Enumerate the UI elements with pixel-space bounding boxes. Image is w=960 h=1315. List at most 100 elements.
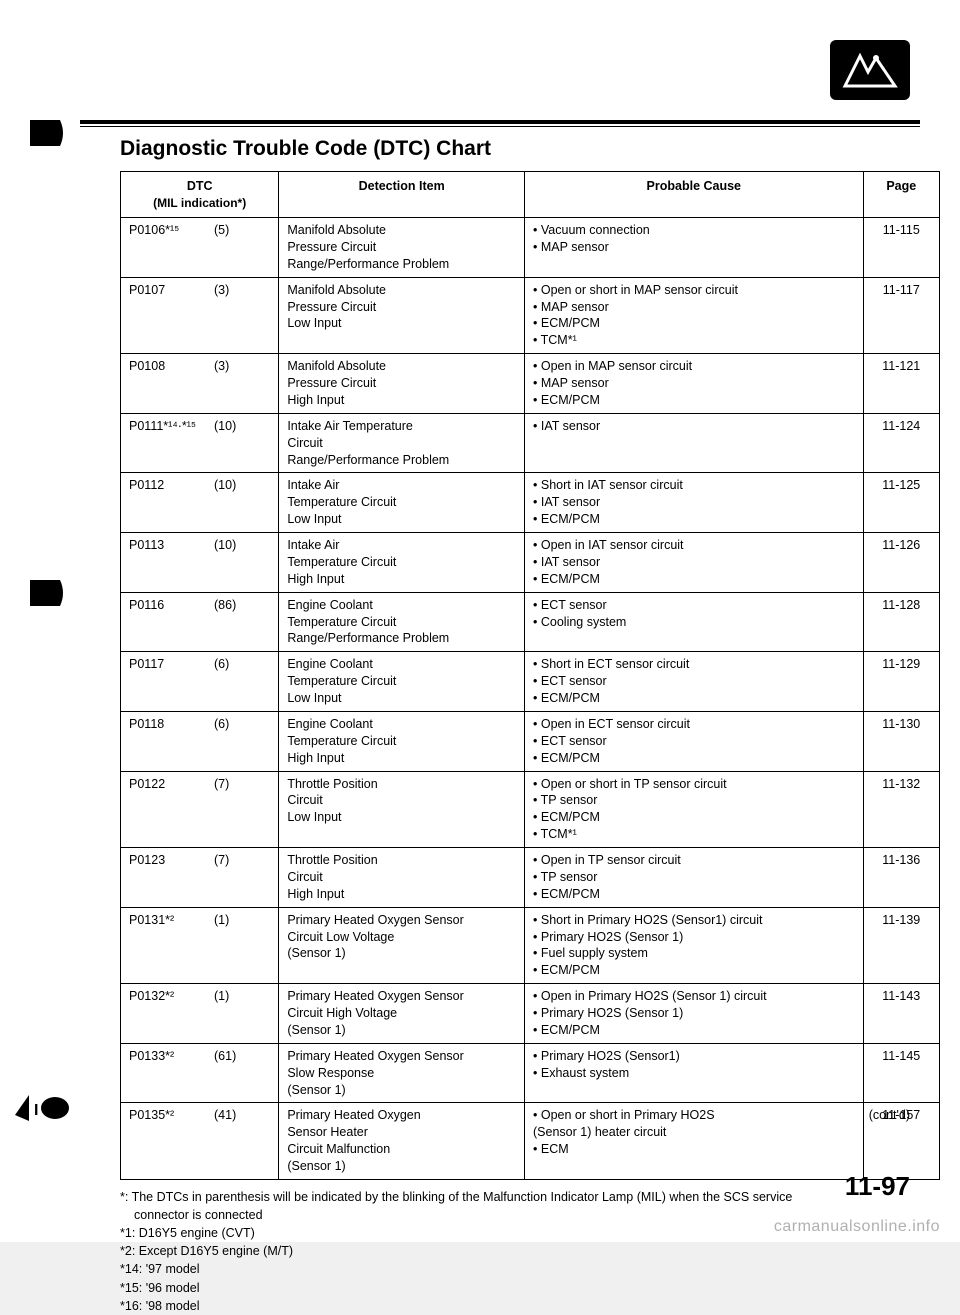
page-cell: 11-124 — [863, 413, 939, 473]
mil-indication: (1) — [214, 912, 229, 929]
mil-indication: (1) — [214, 988, 229, 1005]
dtc-cell: P0116(86) — [121, 592, 279, 652]
table-row: P0135*²(41) Primary Heated OxygenSensor H… — [121, 1103, 940, 1180]
table-row: P0111*¹⁴·*¹⁵(10)Intake Air TemperatureCi… — [121, 413, 940, 473]
mil-indication: (5) — [214, 222, 229, 239]
cause-cell: Open or short in TP sensor circuitTP sen… — [525, 771, 864, 848]
footnote-14: *14: '97 model — [120, 1260, 920, 1278]
page-cell: 11-117 — [863, 277, 939, 354]
dtc-code: P0113 — [129, 537, 214, 554]
cause-item: Primary HO2S (Sensor1) — [533, 1048, 855, 1065]
detection-cell: Manifold AbsolutePressure CircuitHigh In… — [279, 354, 525, 414]
footnote-2: *2: Except D16Y5 engine (M/T) — [120, 1242, 920, 1260]
cause-cell: Primary HO2S (Sensor1)Exhaust system — [525, 1043, 864, 1103]
cause-cell: Open in MAP sensor circuitMAP sensorECM/… — [525, 354, 864, 414]
divider-thick — [80, 120, 920, 124]
dtc-cell: P0123(7) — [121, 848, 279, 908]
continued-label: (cont'd) — [869, 1108, 910, 1122]
mil-indication: (41) — [214, 1107, 236, 1124]
dtc-cell: P0107(3) — [121, 277, 279, 354]
cause-item: Open in Primary HO2S (Sensor 1) circuit — [533, 988, 855, 1005]
page-cell: 11-136 — [863, 848, 939, 908]
table-row: P0132*²(1)Primary Heated Oxygen SensorCi… — [121, 984, 940, 1044]
cause-cell: Vacuum connectionMAP sensor — [525, 218, 864, 278]
cause-cell: Short in IAT sensor circuitIAT sensorECM… — [525, 473, 864, 533]
dtc-code: P0107 — [129, 282, 214, 299]
table-row: P0107(3)Manifold AbsolutePressure Circui… — [121, 277, 940, 354]
mil-indication: (86) — [214, 597, 236, 614]
table-row: P0112(10)Intake AirTemperature CircuitLo… — [121, 473, 940, 533]
cause-item: Exhaust system — [533, 1065, 855, 1082]
detection-cell: Engine CoolantTemperature CircuitRange/P… — [279, 592, 525, 652]
cause-cell: Open in Primary HO2S (Sensor 1) circuitP… — [525, 984, 864, 1044]
dtc-code: P0117 — [129, 656, 214, 673]
table-row: P0117(6)Engine CoolantTemperature Circui… — [121, 652, 940, 712]
detection-cell: Throttle PositionCircuitHigh Input — [279, 848, 525, 908]
dtc-code: P0132*² — [129, 988, 214, 1005]
detection-cell: Intake Air TemperatureCircuitRange/Perfo… — [279, 413, 525, 473]
page-cell: 11-126 — [863, 533, 939, 593]
page-cell: 11-145 — [863, 1043, 939, 1103]
cause-cell: Open in ECT sensor circuitECT sensorECM/… — [525, 711, 864, 771]
table-row: P0131*²(1)Primary Heated Oxygen SensorCi… — [121, 907, 940, 984]
cause-item: Open in TP sensor circuit — [533, 852, 855, 869]
page-cell: 11-132 — [863, 771, 939, 848]
mil-indication: (7) — [214, 776, 229, 793]
dtc-cell: P0106*¹⁵(5) — [121, 218, 279, 278]
divider-thin — [80, 126, 920, 127]
page-cell: 11-129 — [863, 652, 939, 712]
cause-item: IAT sensor — [533, 418, 855, 435]
dtc-cell: P0117(6) — [121, 652, 279, 712]
dtc-code: P0112 — [129, 477, 214, 494]
brand-logo — [830, 40, 910, 100]
cause-item: ECM/PCM — [533, 392, 855, 409]
cause-item: TP sensor — [533, 792, 855, 809]
cause-item: Short in ECT sensor circuit — [533, 656, 855, 673]
detection-cell: Manifold AbsolutePressure CircuitLow Inp… — [279, 277, 525, 354]
table-row: P0116(86)Engine CoolantTemperature Circu… — [121, 592, 940, 652]
header-dtc: DTC (MIL indication*) — [121, 172, 279, 218]
cause-item: Primary HO2S (Sensor 1) — [533, 929, 855, 946]
page-cell: 11-121 — [863, 354, 939, 414]
cause-item: ECM/PCM — [533, 690, 855, 707]
detection-cell: Manifold AbsolutePressure CircuitRange/P… — [279, 218, 525, 278]
svg-text:I: I — [34, 1102, 38, 1119]
section-marker-icon: I — [15, 1095, 70, 1121]
dtc-cell: P0108(3) — [121, 354, 279, 414]
cause-item: Vacuum connection — [533, 222, 855, 239]
cause-cell: Short in Primary HO2S (Sensor1) circuitP… — [525, 907, 864, 984]
detection-cell: Engine CoolantTemperature CircuitHigh In… — [279, 711, 525, 771]
table-row: P0122(7)Throttle PositionCircuitLow Inpu… — [121, 771, 940, 848]
dtc-cell: P0132*²(1) — [121, 984, 279, 1044]
page-cell: 11-130 — [863, 711, 939, 771]
cause-item: IAT sensor — [533, 554, 855, 571]
cause-cell: Open in TP sensor circuitTP sensorECM/PC… — [525, 848, 864, 908]
table-row: P0123(7)Throttle PositionCircuitHigh Inp… — [121, 848, 940, 908]
dtc-code: P0135*² — [129, 1107, 214, 1124]
mil-indication: (6) — [214, 716, 229, 733]
cause-item: Primary HO2S (Sensor 1) — [533, 1005, 855, 1022]
cause-item: ECM/PCM — [533, 809, 855, 826]
page-cell: 11-115 — [863, 218, 939, 278]
detection-cell: Primary Heated Oxygen SensorCircuit Low … — [279, 907, 525, 984]
header-detection: Detection Item — [279, 172, 525, 218]
mil-indication: (3) — [214, 358, 229, 375]
footnote-16: *16: '98 model — [120, 1297, 920, 1315]
detection-cell: Primary Heated OxygenSensor HeaterCircui… — [279, 1103, 525, 1180]
mil-indication: (7) — [214, 852, 229, 869]
dtc-cell: P0122(7) — [121, 771, 279, 848]
cause-item: IAT sensor — [533, 494, 855, 511]
detection-cell: Throttle PositionCircuitLow Input — [279, 771, 525, 848]
dtc-cell: P0133*²(61) — [121, 1043, 279, 1103]
table-row: P0108(3)Manifold AbsolutePressure Circui… — [121, 354, 940, 414]
cause-item: Open or short in MAP sensor circuit — [533, 282, 855, 299]
mil-indication: (3) — [214, 282, 229, 299]
cause-item: Open in MAP sensor circuit — [533, 358, 855, 375]
cause-cell: ECT sensorCooling system — [525, 592, 864, 652]
cause-item: ECT sensor — [533, 673, 855, 690]
cause-item: MAP sensor — [533, 239, 855, 256]
dtc-code: P0111*¹⁴·*¹⁵ — [129, 418, 214, 435]
cause-item: Open or short in TP sensor circuit — [533, 776, 855, 793]
cause-item: ECM/PCM — [533, 750, 855, 767]
cause-item: ECT sensor — [533, 733, 855, 750]
